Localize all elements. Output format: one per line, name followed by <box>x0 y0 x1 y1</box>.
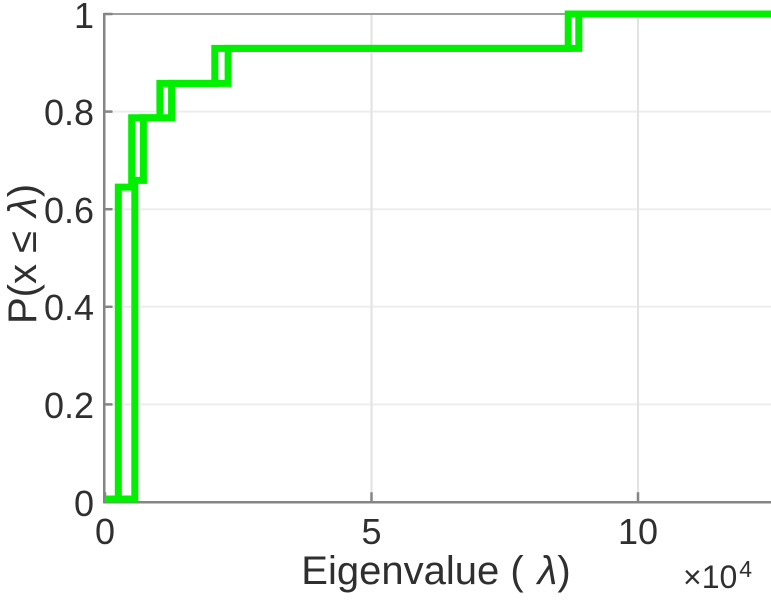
y-tick-label: 0.6 <box>43 189 94 231</box>
x-axis-label-text: Eigenvalue ( <box>301 549 524 593</box>
y-tick-label: 1 <box>73 0 94 36</box>
multiplier-exponent: 4 <box>739 556 753 582</box>
x-axis-label-close: ) <box>557 549 571 593</box>
lambda-symbol: λ <box>537 549 558 593</box>
ecdf-line-2 <box>105 10 771 503</box>
x-axis-multiplier: ×104 <box>683 558 752 595</box>
y-tick-label: 0 <box>73 482 94 524</box>
x-tick-label: 10 <box>617 511 659 552</box>
x-tick-label: 0 <box>94 511 116 552</box>
y-tick-label: 0.8 <box>43 92 94 134</box>
y-tick-label: 0.4 <box>43 287 94 329</box>
ecdf-line-1 <box>105 10 771 503</box>
y-tick-label: 0.2 <box>43 384 94 426</box>
x-tick-label: 5 <box>361 511 382 552</box>
x-axis-label: Eigenvalue ( λ) <box>301 551 570 591</box>
multiplier-base: ×10 <box>683 559 738 595</box>
